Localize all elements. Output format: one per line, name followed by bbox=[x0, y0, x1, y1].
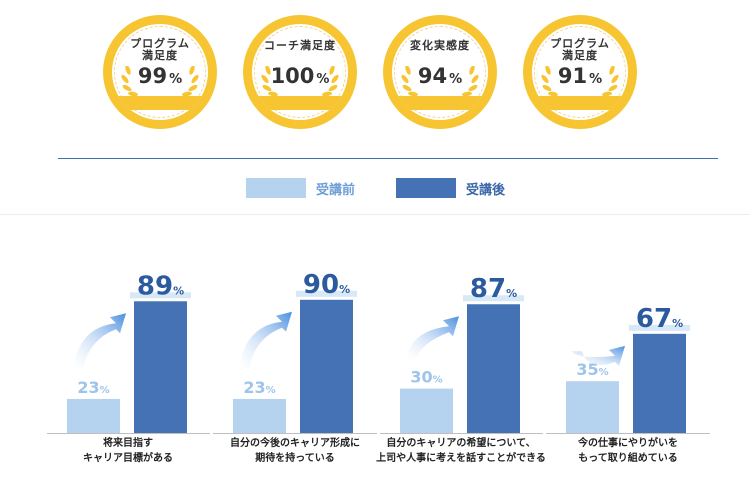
bar-after bbox=[633, 333, 686, 433]
value-highlight bbox=[296, 290, 357, 297]
bar-before bbox=[67, 398, 120, 433]
laurel-wreath-icon bbox=[261, 66, 339, 97]
bar-before bbox=[400, 388, 453, 433]
before-after-bar-chart: 23%89%23%90%30%87%35%67% bbox=[47, 270, 710, 434]
category-label: 自分のキャリアの希望について、 上司や人事に考えを話すことができる bbox=[376, 438, 546, 464]
badge-title: 変化実感度 bbox=[410, 39, 470, 52]
badge-change-feeling: 変化実感度 94% bbox=[383, 15, 497, 129]
value-label-before: 30% bbox=[410, 368, 442, 387]
bar-after bbox=[300, 299, 353, 433]
increase-arrow-icon bbox=[239, 311, 292, 369]
value-label-after: 87% bbox=[470, 274, 517, 304]
header-divider bbox=[58, 158, 718, 159]
category-label: 今の仕事にやりがいを もって取り組めている bbox=[578, 438, 678, 464]
badge-title: プログラム 満足度 bbox=[130, 37, 190, 62]
value-label-after: 90% bbox=[303, 270, 350, 300]
badge-program-satisfaction-1: プログラム 満足度 99% bbox=[103, 15, 217, 129]
laurel-wreath-icon bbox=[121, 66, 199, 97]
badge-program-satisfaction-2: プログラム 満足度 91% bbox=[523, 15, 637, 129]
legend-swatch-after bbox=[396, 178, 456, 198]
laurel-wreath-icon bbox=[541, 66, 619, 97]
bar-before bbox=[566, 381, 619, 433]
laurel-wreath-icon bbox=[401, 66, 479, 97]
badge-value: 100% bbox=[270, 64, 330, 88]
badge-title: コーチ満足度 bbox=[264, 39, 336, 52]
value-highlight bbox=[130, 292, 191, 299]
legend-label-after: 受講後 bbox=[466, 183, 506, 198]
increase-arrow-icon bbox=[73, 313, 126, 369]
badge-title: プログラム 満足度 bbox=[550, 37, 610, 62]
badge-coach-satisfaction: コーチ満足度 100% bbox=[243, 15, 357, 129]
category-label: 将来目指す キャリア目標がある bbox=[83, 438, 173, 464]
value-label-after: 67% bbox=[636, 304, 683, 334]
badge-value: 91% bbox=[557, 64, 603, 88]
bar-after bbox=[467, 304, 520, 433]
bar-after bbox=[134, 301, 187, 433]
badge-value: 99% bbox=[137, 64, 183, 88]
legend-swatch-before bbox=[246, 178, 306, 198]
increase-arrow-icon bbox=[572, 345, 625, 366]
value-highlight bbox=[629, 324, 690, 331]
value-label-before: 23% bbox=[243, 378, 275, 397]
legend-label-before: 受講前 bbox=[316, 183, 356, 198]
value-label-before: 23% bbox=[77, 378, 109, 397]
satisfaction-badges: プログラム 満足度 99% コーチ満足度 100% 変化実感度 94% プログラ… bbox=[0, 0, 750, 155]
badge-value: 94% bbox=[417, 64, 463, 88]
increase-arrow-icon bbox=[406, 316, 459, 359]
value-highlight bbox=[463, 295, 524, 302]
value-label-after: 89% bbox=[137, 271, 184, 301]
category-label: 自分の今後のキャリア形成に 期待を持っている bbox=[230, 438, 360, 464]
section-separator bbox=[0, 214, 750, 215]
bar-before bbox=[233, 398, 286, 433]
